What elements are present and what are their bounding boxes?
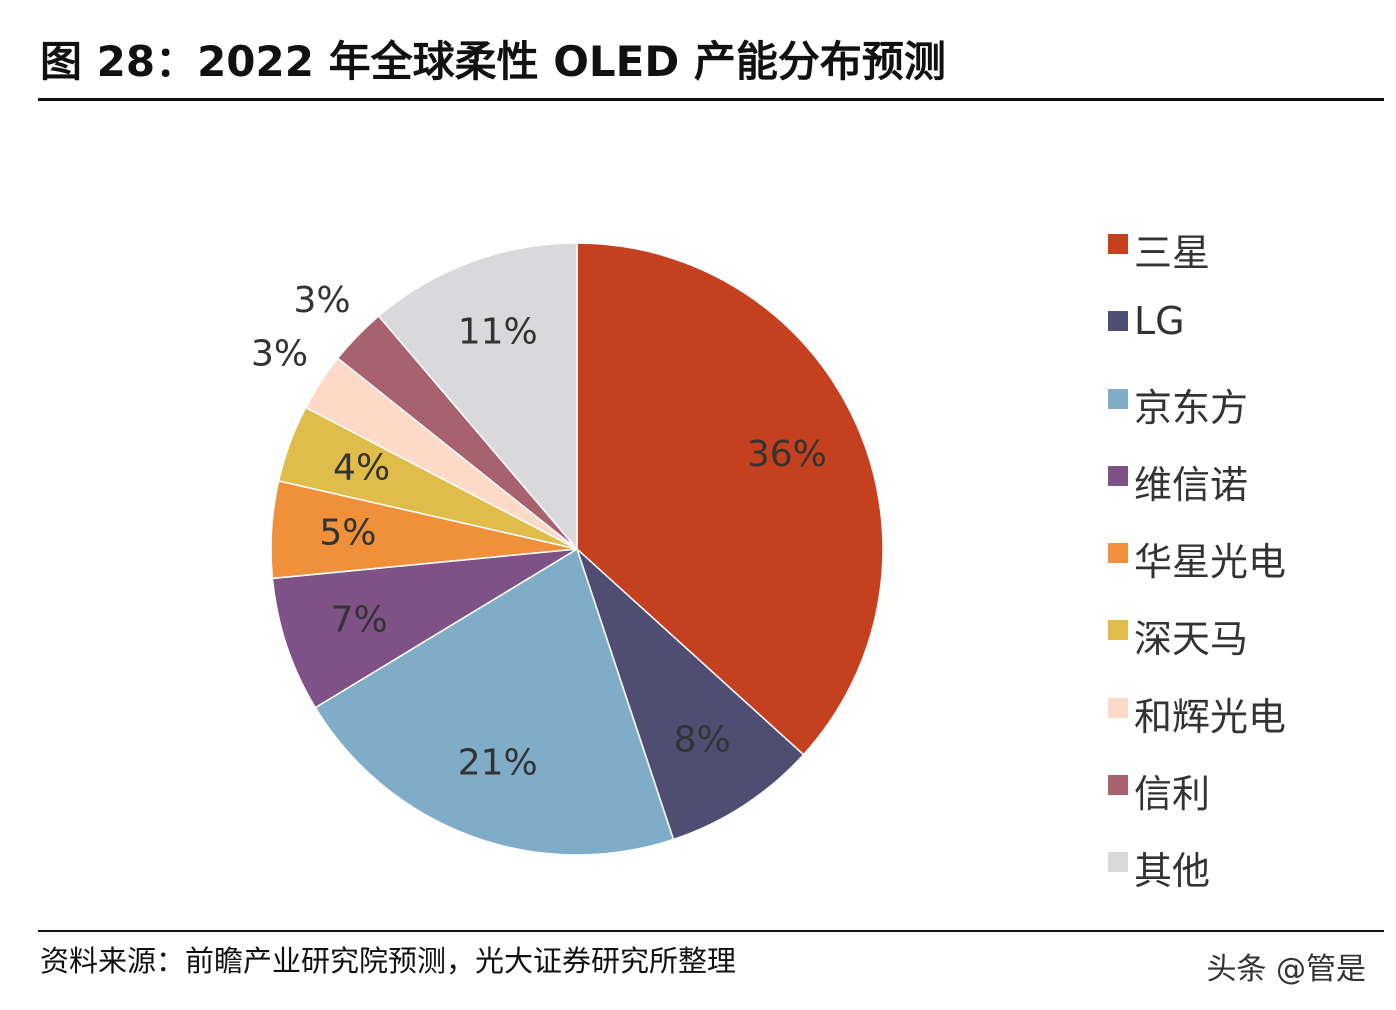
legend-label: 维信诺 xyxy=(1134,462,1249,507)
data-label-7: 3% xyxy=(293,280,350,321)
pie-slice-1 xyxy=(575,546,805,841)
legend-item: 其他 xyxy=(1108,840,1286,917)
data-label-5: 4% xyxy=(333,448,390,489)
data-label-8: 11% xyxy=(458,312,538,353)
legend-swatch xyxy=(1108,697,1128,718)
legend-swatch xyxy=(1108,620,1128,641)
legend-label: 华星光电 xyxy=(1134,540,1287,585)
data-label-4: 5% xyxy=(319,512,376,553)
source-note: 资料来源：前瞻产业研究院预测，光大证券研究所整理 xyxy=(40,944,737,978)
title-divider xyxy=(38,98,1384,101)
legend-label: 深天马 xyxy=(1134,617,1249,662)
legend: 三星 LG 京东方维信诺华星光电深天马和辉光电信利其他 xyxy=(1108,222,1286,918)
legend-swatch xyxy=(1108,311,1128,332)
legend-label: 信利 xyxy=(1134,772,1211,817)
legend-label: 三星 xyxy=(1134,231,1211,275)
legend-swatch xyxy=(1108,852,1128,873)
legend-swatch xyxy=(1108,234,1128,254)
pie-slice-3 xyxy=(271,548,578,709)
footer-divider xyxy=(38,930,1384,932)
legend-swatch xyxy=(1108,775,1128,796)
watermark: 头条 @管是 xyxy=(1206,952,1366,987)
legend-item: 华星光电 xyxy=(1108,531,1286,608)
legend-swatch xyxy=(1108,543,1128,564)
legend-item: 三星 xyxy=(1108,222,1286,299)
data-label-1: 8% xyxy=(674,719,731,760)
legend-swatch xyxy=(1108,388,1128,409)
pie-slice-0 xyxy=(576,242,884,756)
chart-title: 图 28：2022 年全球柔性 OLED 产能分布预测 xyxy=(40,37,946,86)
pie-slice-2 xyxy=(314,547,675,856)
legend-label: 京东方 xyxy=(1134,385,1249,430)
data-label-6: 3% xyxy=(251,333,308,374)
legend-label: 和辉光电 xyxy=(1134,694,1287,739)
legend-label: LG xyxy=(1134,299,1185,344)
pie-slice-8 xyxy=(377,242,578,552)
data-label-3: 7% xyxy=(331,599,388,640)
legend-item: 京东方 xyxy=(1108,377,1286,454)
legend-item: 深天马 xyxy=(1108,608,1286,685)
data-label-2: 21% xyxy=(458,742,538,783)
legend-item: 信利 xyxy=(1108,763,1286,840)
legend-item: LG xyxy=(1108,299,1286,376)
legend-swatch xyxy=(1108,465,1128,486)
data-label-0: 36% xyxy=(747,434,827,475)
legend-item: 维信诺 xyxy=(1108,454,1286,531)
legend-item: 和辉光电 xyxy=(1108,686,1286,763)
legend-label: 其他 xyxy=(1134,849,1211,894)
